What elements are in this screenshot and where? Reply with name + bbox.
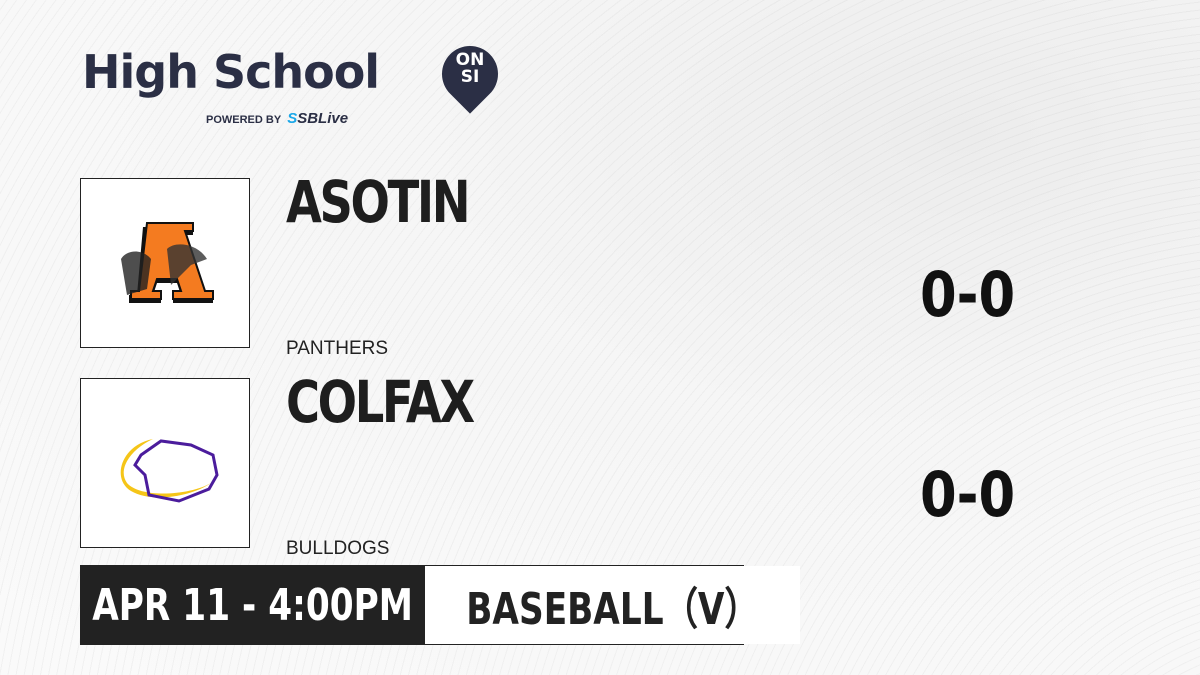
record-asotin: 0-0	[920, 258, 1016, 331]
asotin-logo	[80, 178, 250, 348]
team-name-colfax: COLFAX	[286, 368, 475, 436]
high-school-on-si-logo: High School ON SI POWERED BY SSBLive	[82, 34, 510, 127]
game-datetime: APR 11 - 4:00PM	[81, 566, 425, 644]
team-name-asotin: ASOTIN	[286, 168, 471, 236]
game-sport: BASEBALL（V）	[425, 566, 801, 644]
mascot-asotin: PANTHERS	[286, 338, 389, 359]
logo-title: High School	[82, 45, 380, 99]
mascot-colfax: BULLDOGS	[286, 538, 390, 559]
record-colfax: 0-0	[920, 458, 1016, 531]
powered-by: POWERED BY SSBLive	[206, 110, 349, 127]
pin-badge: ON SI	[455, 50, 485, 87]
colfax-logo	[80, 378, 250, 548]
game-info-bar: APR 11 - 4:00PM BASEBALL（V）	[80, 565, 801, 645]
